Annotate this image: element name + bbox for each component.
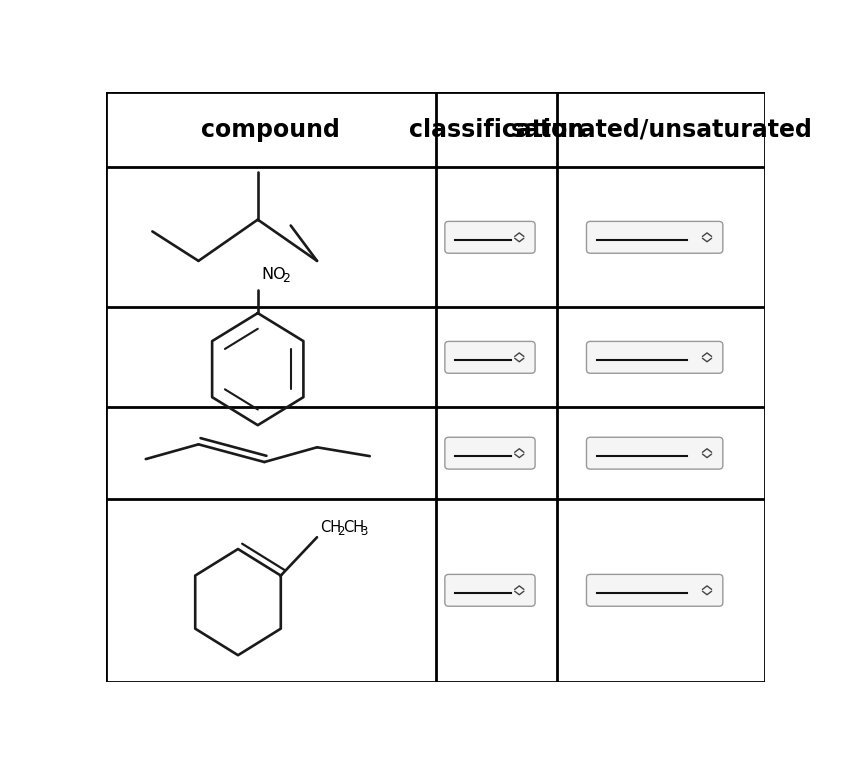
Text: classification: classification: [409, 118, 584, 142]
Text: CH: CH: [343, 520, 365, 535]
Text: 3: 3: [360, 525, 368, 538]
Text: CH: CH: [320, 520, 341, 535]
FancyBboxPatch shape: [445, 342, 536, 373]
FancyBboxPatch shape: [445, 221, 536, 254]
Text: NO: NO: [261, 267, 286, 283]
Text: 2: 2: [337, 525, 344, 538]
FancyBboxPatch shape: [445, 574, 536, 606]
FancyBboxPatch shape: [445, 437, 536, 469]
FancyBboxPatch shape: [586, 574, 722, 606]
Text: compound: compound: [201, 118, 340, 142]
Text: saturated/unsaturated: saturated/unsaturated: [510, 118, 813, 142]
FancyBboxPatch shape: [586, 221, 722, 254]
FancyBboxPatch shape: [586, 437, 722, 469]
FancyBboxPatch shape: [586, 342, 722, 373]
Text: 2: 2: [282, 273, 290, 286]
